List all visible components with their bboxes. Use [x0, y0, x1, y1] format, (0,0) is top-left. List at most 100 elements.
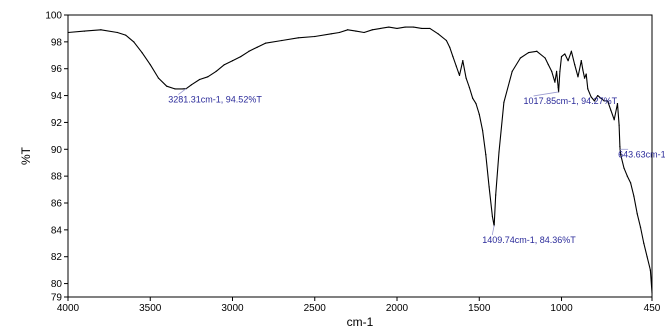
spectrum-point [465, 77, 467, 79]
x-tick-label: 4000 [57, 303, 80, 314]
spectrum-point [141, 52, 143, 54]
spectrum-point [616, 103, 619, 105]
spectrum-point [580, 60, 582, 62]
spectrum-point [570, 50, 572, 52]
spectrum-point [585, 73, 587, 75]
annotation-leader [491, 224, 495, 236]
spectrum-point [557, 86, 559, 89]
spectrum-point [429, 27, 431, 30]
spectrum-point [643, 242, 645, 244]
spectrum-point [116, 31, 118, 34]
spectrum-point [610, 109, 612, 111]
plot-frame [67, 14, 653, 298]
spectrum-point [412, 26, 415, 28]
spectrum-point [547, 64, 549, 66]
y-tick-label: 88 [51, 172, 63, 183]
y-tick-label: 79 [51, 293, 63, 304]
spectrum-point [207, 76, 209, 78]
spectrum-point [593, 100, 596, 102]
spectrum-point [651, 292, 653, 294]
spectrum-point [231, 60, 234, 62]
y-tick-label: 96 [51, 64, 63, 75]
spectrum-point [330, 33, 332, 35]
spectrum-point [215, 70, 217, 72]
spectrum-point [495, 194, 497, 196]
y-tick-label: 100 [45, 11, 62, 22]
spectrum-point [421, 27, 423, 30]
spectrum-point [639, 226, 642, 228]
x-tick-label: 1000 [550, 303, 573, 314]
y-tick-label: 90 [51, 145, 63, 156]
spectrum-point [582, 69, 584, 71]
x-tick-label: 3000 [221, 303, 244, 314]
peak-annotation: 3281.31cm-1, 94.52%T [168, 95, 262, 105]
spectrum-point [618, 124, 620, 126]
spectrum-point [281, 39, 283, 42]
spectrum-point [587, 88, 589, 90]
spectrum-point [590, 96, 592, 98]
spectrum-point [455, 65, 457, 67]
spectrum-point [157, 77, 160, 79]
spectrum-point [449, 46, 451, 48]
spectrum-point [626, 175, 628, 177]
spectrum-point [577, 76, 579, 78]
spectrum-point [256, 46, 258, 48]
spectrum-point [559, 70, 561, 72]
spectrum-point [149, 64, 151, 66]
spectrum-point [564, 53, 566, 55]
spectrum-point [223, 64, 225, 66]
spectrum-point [633, 195, 635, 197]
spectrum-point [133, 41, 135, 43]
peak-annotation: 1017.85cm-1, 94.27%T [524, 96, 618, 106]
spectrum-point [519, 57, 521, 59]
spectrum-point [264, 42, 267, 44]
spectrum-point [297, 37, 299, 39]
spectrum-point [555, 70, 558, 72]
spectrum-point [445, 39, 447, 42]
spectrum-point [574, 64, 576, 66]
spectrum-point [174, 88, 176, 90]
spectrum-line [67, 26, 653, 294]
spectrum-point [240, 56, 242, 58]
spectrum-point [396, 27, 398, 30]
spectrum-point [83, 30, 86, 32]
spectrum-point [388, 26, 390, 28]
annotation-leader [533, 91, 559, 97]
y-tick-label: 82 [51, 252, 63, 263]
x-tick-label: 2000 [386, 303, 409, 314]
x-axis-label: cm-1 [347, 315, 374, 329]
spectrum-point [437, 33, 439, 35]
spectrum-point [248, 50, 250, 52]
spectrum-point [67, 31, 69, 34]
spectrum-point [498, 151, 500, 153]
spectrum-point [511, 70, 513, 72]
peak-annotation: 1409.74cm-1, 84.36%T [482, 235, 576, 245]
spectrum-point [478, 113, 480, 115]
spectrum-point [338, 31, 341, 34]
spectrum-point [623, 167, 625, 169]
spectrum-point [551, 70, 553, 72]
spectrum-point [613, 119, 615, 121]
spectrum-point [124, 34, 127, 36]
spectrum-point [636, 213, 638, 215]
spectrum-point [371, 29, 373, 31]
spectrum-point [404, 26, 406, 28]
spectrum-point [528, 52, 530, 54]
spectrum-point [458, 74, 461, 77]
spectrum-point [606, 100, 609, 102]
spectrum-point [355, 30, 357, 32]
y-tick-label: 86 [51, 199, 63, 210]
spectrum-point [190, 84, 192, 86]
spectrum-point [100, 29, 102, 31]
spectrum-point [462, 60, 464, 62]
spectrum-point [503, 101, 505, 103]
spectrum-point [536, 50, 538, 52]
spectrum-point [452, 56, 454, 58]
spectrum-point [491, 215, 494, 218]
spectrum-point [488, 186, 490, 188]
spectrum-point [481, 129, 484, 132]
spectrum-point [649, 269, 651, 271]
spectrum-point [630, 182, 632, 184]
y-tick-label: 80 [51, 279, 63, 290]
